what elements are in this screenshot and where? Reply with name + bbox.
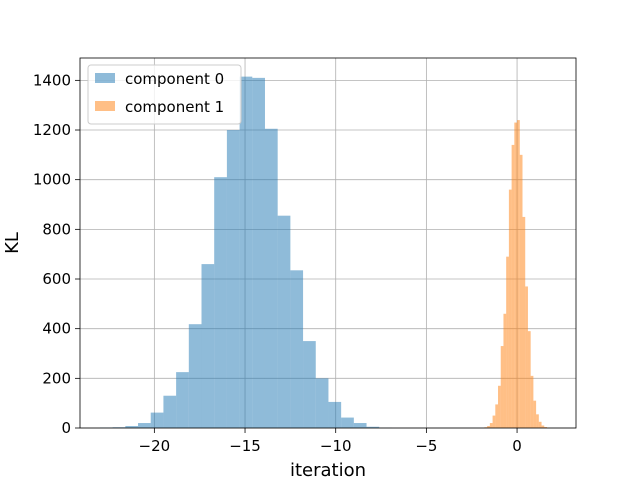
histogram-bar-component-0 [366, 426, 380, 428]
x-axis-label: iteration [290, 460, 366, 480]
histogram-bar-component-0 [150, 412, 164, 428]
y-axis-label: KL [2, 232, 23, 254]
histogram-bar-component-1 [492, 415, 496, 428]
legend-box [87, 64, 242, 125]
histogram-bar-component-0 [201, 264, 215, 428]
histogram-bar-component-1 [533, 400, 537, 428]
histogram-bar-component-0 [239, 76, 253, 429]
histogram-bar-component-1 [487, 426, 490, 428]
histogram-bar-component-0 [290, 270, 304, 428]
histogram-bar-component-1 [522, 216, 526, 428]
x-tick-label: −20 [139, 437, 171, 455]
histogram-bar-component-1 [514, 122, 518, 429]
y-tick-label: 1200 [33, 121, 71, 139]
x-tick-label: −10 [320, 437, 352, 455]
legend-label-component-1: component 1 [125, 98, 224, 116]
histogram-bar-component-0 [214, 177, 227, 428]
histogram-bar-component-1 [544, 427, 547, 428]
histogram-bar-component-0 [264, 128, 278, 429]
histogram-bar-component-1 [506, 256, 509, 428]
legend: component 0 component 1 [87, 64, 242, 125]
x-tick-label: −15 [229, 437, 261, 455]
histogram-bar-component-0 [341, 417, 354, 428]
bars-layer [99, 76, 550, 429]
histogram-bar-component-1 [527, 331, 531, 428]
y-tick-label: 400 [42, 320, 71, 338]
histogram-bar-component-0 [176, 372, 189, 428]
histogram-bar-component-0 [163, 395, 177, 428]
histogram-bar-component-1 [503, 313, 507, 428]
histogram-bar-component-0 [125, 426, 139, 428]
histogram-bar-component-0 [138, 423, 151, 428]
histogram-bar-component-1 [530, 375, 534, 428]
legend-label-component-0: component 0 [125, 70, 224, 88]
histogram-bar-component-0 [252, 77, 265, 428]
y-tick-label: 200 [42, 369, 71, 387]
histogram-bar-component-1 [538, 421, 542, 428]
histogram-bar-component-0 [353, 423, 367, 428]
histogram-bar-component-1 [508, 189, 512, 428]
histogram-bar-component-0 [226, 130, 240, 428]
histogram-bar-component-1 [536, 414, 539, 428]
plot-frame [79, 57, 577, 429]
ticks-layer: −20 −15 −10 −5 0 0 200 400 600 800 1000 1200 1400 [33, 71, 522, 455]
histogram-bar-component-1 [541, 425, 545, 428]
histogram-bar-component-0 [277, 215, 291, 428]
histogram-bar-component-1 [489, 423, 493, 428]
y-tick-label: 0 [61, 419, 71, 437]
histogram-bar-component-1 [500, 346, 504, 428]
y-tick-label: 600 [42, 270, 71, 288]
y-tick-label: 1000 [33, 171, 71, 189]
histogram-bar-component-0 [315, 378, 329, 428]
legend-swatch-component-1 [95, 101, 115, 111]
legend-swatch-component-0 [95, 73, 115, 83]
histogram-bar-component-1 [498, 385, 501, 428]
histogram-bar-component-1 [495, 404, 499, 428]
y-tick-label: 1400 [33, 71, 71, 89]
histogram-bar-component-0 [328, 401, 342, 428]
y-tick-label: 800 [42, 220, 71, 238]
histogram-bar-component-1 [525, 286, 528, 428]
histogram-bar-component-0 [303, 341, 316, 428]
histogram-bar-component-1 [517, 120, 520, 428]
histogram-bar-component-1 [519, 154, 523, 428]
x-tick-label: 0 [512, 437, 522, 455]
x-tick-label: −5 [415, 437, 437, 455]
histogram-bar-component-1 [511, 144, 515, 428]
histogram-bar-component-0 [188, 324, 202, 428]
